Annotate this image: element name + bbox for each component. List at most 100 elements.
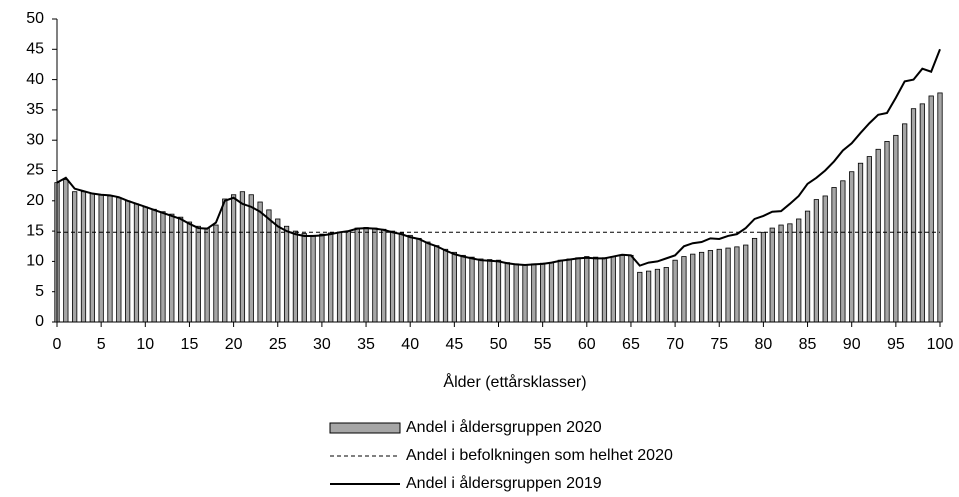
y-tick-label: 10 xyxy=(26,253,44,270)
x-tick-label: 90 xyxy=(843,336,861,353)
bar xyxy=(875,148,881,323)
bar xyxy=(169,213,175,323)
bar xyxy=(310,234,316,323)
bar xyxy=(319,233,325,323)
bar xyxy=(804,210,811,323)
bar xyxy=(460,254,466,323)
bar xyxy=(442,248,449,323)
x-tick-label: 45 xyxy=(445,336,463,353)
bar xyxy=(178,216,184,323)
bar xyxy=(866,156,872,323)
bar xyxy=(239,191,246,323)
y-tick-label: 0 xyxy=(35,313,44,330)
x-tick-label: 40 xyxy=(401,336,419,353)
bar xyxy=(248,194,254,323)
x-tick-label: 0 xyxy=(53,336,62,353)
bar xyxy=(919,103,925,323)
bar xyxy=(142,206,148,323)
legend-label: Andel i befolkningen som helhet 2020 xyxy=(406,447,673,464)
bar xyxy=(451,251,457,323)
line xyxy=(56,48,941,267)
bar xyxy=(548,262,555,323)
legend-swatch xyxy=(329,422,401,434)
bar xyxy=(381,228,387,323)
x-tick-label: 70 xyxy=(666,336,684,353)
bar xyxy=(478,258,484,323)
x-tick-label: 75 xyxy=(710,336,728,353)
y-tick-label: 20 xyxy=(26,192,44,209)
bar xyxy=(575,257,581,323)
bar xyxy=(222,198,228,323)
bar xyxy=(813,199,819,323)
x-tick-label: 20 xyxy=(225,336,243,353)
bar xyxy=(637,271,643,323)
bar xyxy=(469,256,475,323)
x-tick-label: 25 xyxy=(269,336,287,353)
bar xyxy=(778,224,784,323)
bar xyxy=(487,259,493,323)
y-tick-label: 15 xyxy=(26,222,44,239)
x-tick-label: 30 xyxy=(313,336,331,353)
x-tick-label: 15 xyxy=(181,336,199,353)
y-tick-label: 5 xyxy=(35,283,44,300)
bar xyxy=(213,224,219,323)
bar xyxy=(928,95,934,323)
y-tick-label: 30 xyxy=(26,131,44,148)
bar xyxy=(72,191,78,323)
bar xyxy=(504,262,510,323)
x-tick-label: 60 xyxy=(578,336,596,353)
bar xyxy=(601,257,608,323)
x-tick-label: 10 xyxy=(136,336,154,353)
bar xyxy=(751,237,758,323)
y-tick-label: 25 xyxy=(26,162,44,179)
bar xyxy=(531,263,537,323)
bar xyxy=(937,92,943,323)
bar xyxy=(698,251,705,323)
bar xyxy=(610,256,616,323)
bar xyxy=(681,256,687,323)
legend-label: Andel i åldersgruppen 2020 xyxy=(406,418,602,436)
bar xyxy=(910,108,917,323)
y-tick-label: 50 xyxy=(26,10,44,27)
y-tick-label: 35 xyxy=(26,101,44,118)
bar xyxy=(619,254,625,323)
bar xyxy=(734,246,740,323)
bar xyxy=(654,268,661,323)
bar xyxy=(407,234,413,323)
bar xyxy=(230,194,237,323)
bar xyxy=(690,253,696,323)
bar xyxy=(283,225,290,323)
bar xyxy=(840,180,846,323)
bar xyxy=(522,264,528,323)
bar xyxy=(275,218,281,323)
legend-label: Andel i åldersgruppen 2019 xyxy=(406,474,602,492)
bar xyxy=(328,232,334,323)
bar xyxy=(849,171,855,323)
bar xyxy=(822,195,828,323)
bar xyxy=(204,227,210,323)
bar xyxy=(513,263,519,323)
x-tick-label: 65 xyxy=(622,336,640,353)
bar xyxy=(345,230,351,323)
bar xyxy=(593,256,599,323)
bar xyxy=(292,230,299,323)
y-tick-label: 40 xyxy=(26,71,44,88)
bar xyxy=(107,195,113,323)
bar xyxy=(98,194,104,323)
bar xyxy=(416,237,422,323)
bar xyxy=(389,230,396,323)
bar xyxy=(425,241,431,323)
bar xyxy=(646,270,652,323)
bar xyxy=(495,259,502,323)
bar xyxy=(186,221,193,323)
x-tick-label: 85 xyxy=(799,336,817,353)
bar xyxy=(716,248,722,323)
x-tick-label: 35 xyxy=(357,336,375,353)
x-tick-label: 5 xyxy=(97,336,106,353)
bar xyxy=(796,218,802,323)
bar xyxy=(257,201,263,323)
bar xyxy=(89,193,95,323)
bar xyxy=(125,200,131,323)
bar xyxy=(769,227,775,323)
bar xyxy=(743,244,749,323)
